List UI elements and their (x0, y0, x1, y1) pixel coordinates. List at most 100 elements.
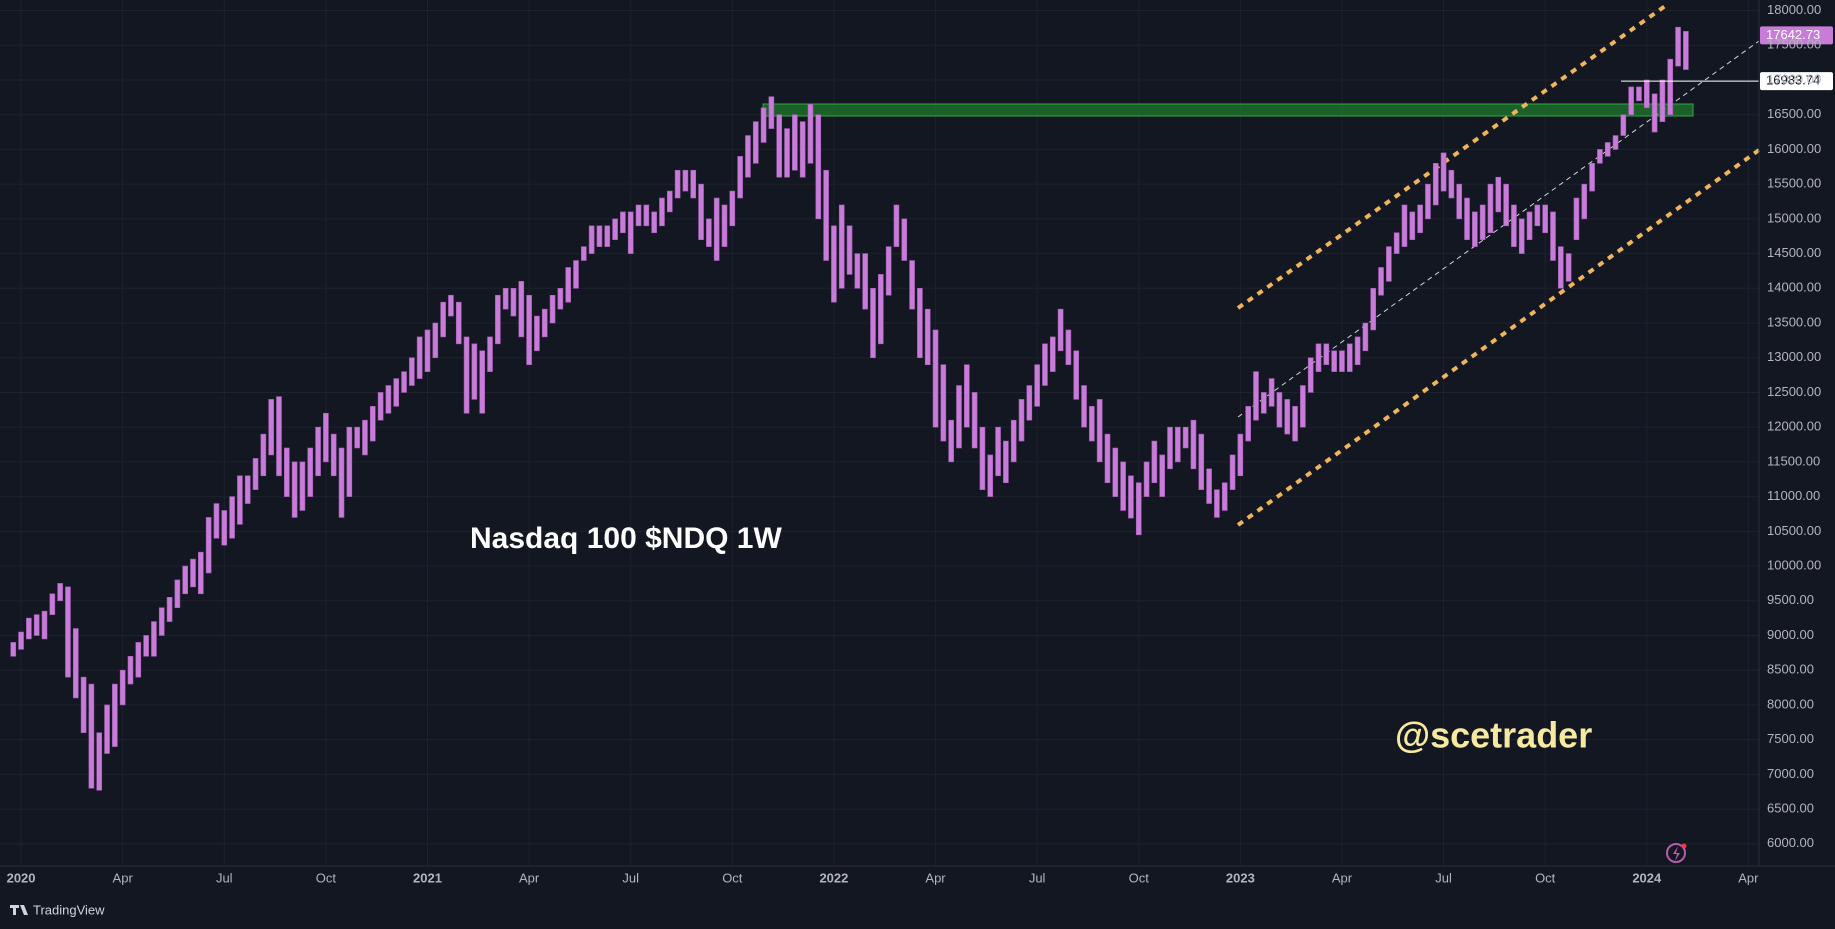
logo-mark (10, 905, 28, 915)
range-bar (612, 218, 618, 240)
range-bar (1018, 399, 1025, 442)
range-bar (1198, 433, 1205, 490)
range-bar (1182, 426, 1189, 449)
y-tick-label: 6000.00 (1767, 835, 1814, 850)
chart-title: Nasdaq 100 $NDQ 1W (470, 522, 782, 555)
range-bar (471, 343, 478, 400)
range-bar (1526, 211, 1533, 240)
range-bar (213, 503, 220, 539)
range-bar (330, 433, 337, 477)
range-bar (1409, 211, 1416, 240)
range-bar (18, 631, 24, 650)
marked-price-label: 16983.74 (1766, 73, 1820, 88)
range-bar (878, 274, 884, 345)
range-bar (1440, 152, 1447, 192)
alert-bolt[interactable] (1673, 846, 1680, 861)
range-bar (534, 315, 540, 352)
range-bar (596, 225, 603, 247)
range-bar (455, 301, 462, 345)
alert-dot[interactable] (1681, 843, 1687, 849)
range-bar (284, 447, 290, 497)
range-bar (893, 204, 900, 247)
range-bar (1393, 232, 1400, 254)
range-bar (792, 114, 798, 171)
y-tick-label: 13500.00 (1767, 314, 1821, 329)
x-tick-label: Jul (1029, 870, 1046, 885)
range-bar (987, 454, 994, 497)
range-bar (88, 683, 95, 789)
range-bar (1628, 86, 1634, 116)
range-bar (1245, 406, 1251, 442)
y-tick-label: 16500.00 (1767, 106, 1821, 121)
brand: TradingView (33, 902, 105, 917)
y-tick-label: 14000.00 (1767, 280, 1821, 295)
range-bar (1683, 31, 1689, 70)
range-bar (1542, 204, 1548, 234)
range-bar (1495, 176, 1502, 213)
x-tick-label: 2023 (1226, 870, 1255, 885)
y-tick-label: 8000.00 (1767, 696, 1814, 711)
x-tick-label: Apr (925, 870, 946, 885)
range-bar (190, 558, 196, 588)
alert-icon[interactable] (1666, 843, 1687, 863)
range-bar (1597, 149, 1603, 164)
range-bar (1065, 329, 1072, 365)
range-bar (510, 287, 517, 317)
range-bar (549, 294, 556, 324)
range-bar (1128, 475, 1134, 519)
range-bar (682, 169, 689, 192)
range-bar (1010, 419, 1017, 463)
range-bar (1206, 468, 1212, 504)
range-bar (268, 399, 274, 456)
range-bar (229, 496, 235, 539)
y-tick-label: 11500.00 (1767, 453, 1820, 468)
range-bar (1589, 163, 1595, 192)
range-bar (870, 287, 876, 359)
range-bar (338, 447, 345, 518)
range-bar (674, 169, 681, 199)
y-tick-label: 8500.00 (1767, 662, 1814, 677)
range-bar (377, 392, 384, 421)
range-bar (346, 426, 353, 497)
range-bar (1464, 197, 1470, 240)
range-bar (237, 475, 243, 525)
range-bar (1386, 246, 1392, 282)
y-tick-label: 12000.00 (1767, 419, 1821, 434)
range-bar (565, 267, 571, 303)
range-bar (1612, 135, 1619, 150)
range-bar (1276, 392, 1283, 428)
range-bar (1565, 253, 1572, 282)
range-bar (666, 190, 673, 213)
range-bar (119, 669, 126, 706)
range-bar (1417, 204, 1423, 234)
range-bar (1159, 454, 1165, 497)
range-bar (260, 433, 267, 477)
range-bar (831, 225, 837, 303)
range-bar (104, 704, 110, 754)
alert-ring[interactable] (1666, 843, 1686, 863)
range-bar (557, 287, 564, 310)
range-bar (1659, 79, 1666, 122)
range-bar (1581, 183, 1588, 220)
range-bar (784, 128, 790, 178)
range-bar (1667, 58, 1674, 116)
range-bar (956, 385, 962, 449)
x-tick-label: Jul (622, 870, 639, 885)
range-bar (65, 586, 71, 678)
x-tick-label: Apr (1738, 870, 1759, 885)
range-bar (463, 336, 470, 414)
y-tick-label: 13000.00 (1767, 349, 1821, 364)
range-bar (1042, 343, 1048, 386)
range-bar (479, 350, 486, 414)
range-bar (1620, 114, 1627, 136)
x-tick-label: Apr (519, 870, 540, 885)
range-bar (1229, 454, 1236, 490)
range-bar (1339, 350, 1345, 372)
range-bar (1096, 399, 1103, 463)
range-bar (620, 211, 626, 234)
x-tick-label: 2021 (413, 870, 442, 885)
y-tick-label: 7500.00 (1767, 731, 1814, 746)
range-bar (838, 204, 845, 289)
